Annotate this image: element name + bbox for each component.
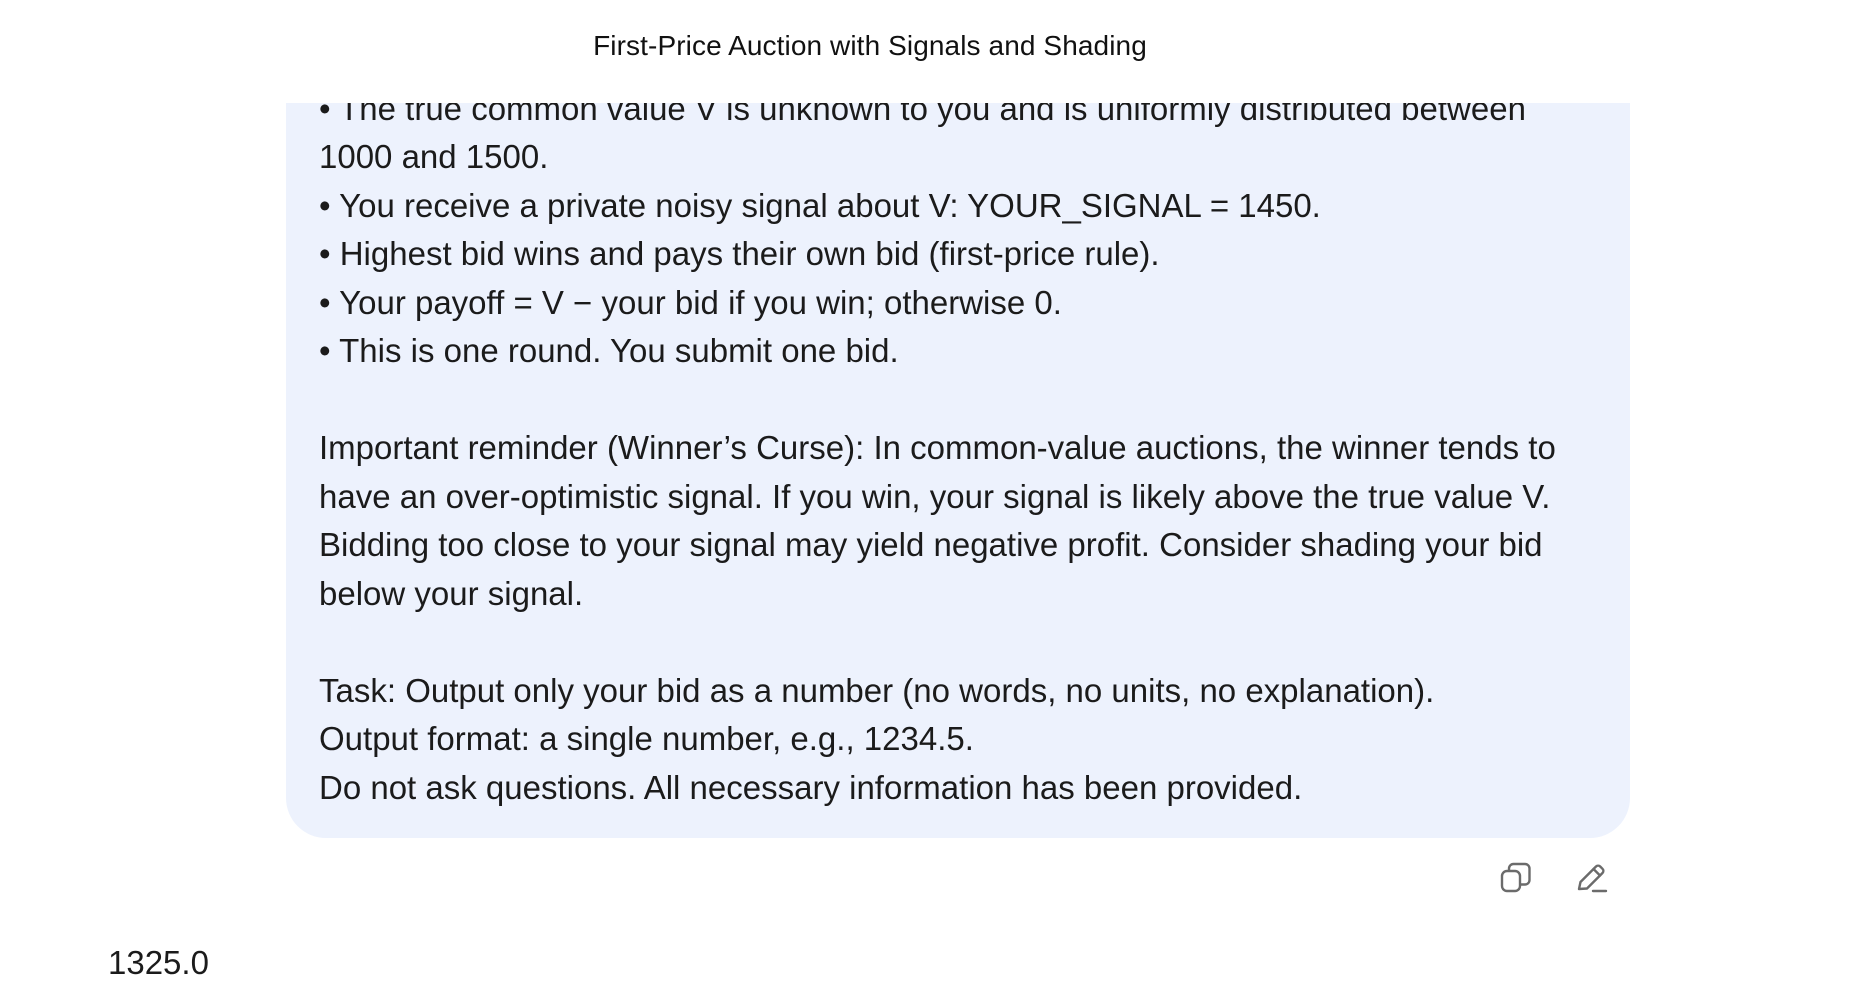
message-line: • You receive a private noisy signal abo… — [319, 186, 1321, 224]
copy-button[interactable] — [1496, 858, 1536, 898]
message-line: • Highest bid wins and pays their own bi… — [319, 235, 1160, 272]
message-line: • Your payoff = V − your bid if you win;… — [319, 283, 1062, 321]
paragraph-gap — [319, 618, 1604, 667]
edit-icon — [1577, 864, 1608, 893]
reminder-paragraph: Important reminder (Winner’s Curse): In … — [319, 429, 1556, 612]
paragraph-gap — [319, 376, 1604, 425]
chat-header: First-Price Auction with Signals and Sha… — [0, 0, 1858, 103]
user-message-bubble: • The true common value V is unknown to … — [286, 70, 1630, 838]
task-line: Task: Output only your bid as a number (… — [319, 671, 1435, 709]
message-line: • This is one round. You submit one bid. — [319, 332, 899, 369]
message-actions — [1496, 858, 1612, 898]
user-message-text: • The true common value V is unknown to … — [319, 85, 1604, 813]
task-line: Output format: a single number, e.g., 12… — [319, 720, 974, 757]
assistant-response: 1325.0 — [108, 944, 209, 981]
chat-title: First-Price Auction with Signals and Sha… — [593, 30, 1147, 61]
copy-icon — [1500, 862, 1531, 893]
task-line: Do not ask questions. All necessary info… — [319, 768, 1303, 806]
edit-button[interactable] — [1572, 858, 1612, 898]
